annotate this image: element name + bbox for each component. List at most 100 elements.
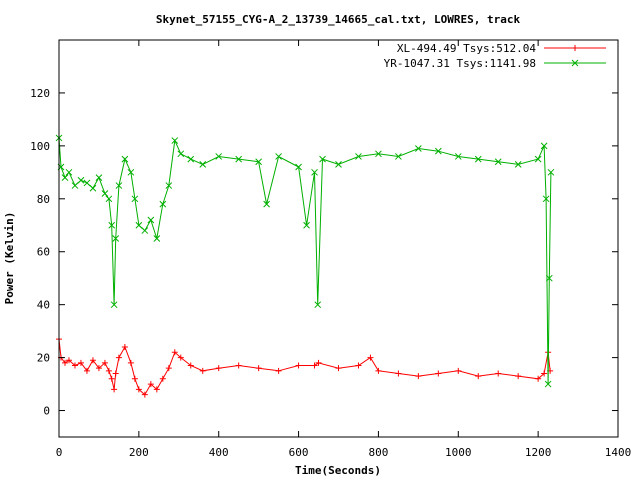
data-point (355, 153, 362, 160)
data-point (83, 367, 90, 374)
data-point (105, 367, 112, 374)
x-tick-label: 800 (368, 446, 388, 459)
legend-label-yr: YR-1047.31 Tsys:1141.98 (384, 57, 536, 70)
x-tick-label: 1400 (605, 446, 632, 459)
x-tick-label: 200 (129, 446, 149, 459)
data-point (263, 200, 270, 208)
data-point (215, 153, 223, 160)
data-point (147, 381, 154, 388)
data-point (121, 155, 129, 163)
data-point (108, 375, 115, 382)
data-point (95, 365, 102, 372)
data-point (515, 373, 522, 380)
data-point (534, 155, 542, 163)
data-point (127, 168, 135, 176)
x-tick-label: 0 (56, 446, 63, 459)
data-point (455, 367, 462, 374)
data-point (121, 344, 128, 351)
series-1 (55, 134, 555, 388)
chart-title: Skynet_57155_CYG-A_2_13739_14665_cal.txt… (156, 13, 521, 26)
data-point (65, 357, 72, 364)
data-point (147, 216, 155, 224)
data-point (101, 190, 109, 197)
data-point (101, 359, 108, 366)
data-point (395, 153, 402, 160)
data-point (215, 365, 222, 372)
data-point (112, 235, 120, 242)
data-point (131, 195, 139, 203)
data-point (135, 386, 142, 393)
data-point (135, 221, 143, 229)
data-point (77, 176, 85, 184)
data-point (199, 367, 206, 374)
data-point (255, 158, 262, 166)
data-point (171, 349, 178, 356)
data-point (235, 362, 242, 369)
data-point (65, 168, 73, 176)
data-point (415, 145, 422, 152)
data-point (159, 375, 166, 382)
data-point (95, 174, 103, 181)
y-tick-label: 0 (43, 405, 50, 418)
data-point (165, 365, 172, 372)
data-point (295, 163, 302, 171)
data-point (311, 168, 318, 176)
series-layer (55, 134, 555, 398)
data-point (542, 195, 550, 203)
data-point (77, 359, 84, 366)
data-point (255, 365, 262, 372)
legend-marker (571, 59, 579, 67)
x-axis-label: Time(Seconds) (295, 464, 381, 477)
data-point (375, 367, 382, 374)
x-tick-label: 1000 (445, 446, 472, 459)
data-point (295, 362, 302, 369)
data-point (71, 182, 79, 189)
data-point (171, 137, 179, 144)
data-point (187, 155, 195, 163)
plot-frame (58, 39, 619, 438)
data-point (514, 161, 522, 168)
data-point (415, 373, 422, 380)
data-point (61, 359, 68, 366)
data-point (545, 274, 553, 282)
y-tick-label: 20 (37, 352, 50, 365)
data-point (127, 359, 134, 366)
data-point (494, 158, 502, 166)
legend: XL-494.49 Tsys:512.04 YR-1047.31 Tsys:11… (384, 42, 606, 70)
data-point (61, 174, 69, 181)
data-point (535, 375, 542, 382)
data-point (159, 200, 167, 208)
data-point (395, 370, 402, 377)
y-tick-label: 120 (30, 87, 50, 100)
data-point (544, 380, 552, 388)
data-point (235, 155, 243, 163)
data-point (474, 155, 482, 163)
data-point (115, 354, 122, 361)
data-point (495, 370, 502, 377)
data-point (141, 391, 148, 398)
x-tick-label: 1200 (525, 446, 552, 459)
data-point (275, 367, 282, 374)
data-point (131, 375, 138, 382)
data-point (83, 179, 91, 187)
data-point (435, 370, 442, 377)
data-point (153, 235, 161, 242)
y-axis-label: Power (Kelvin) (3, 212, 16, 305)
data-point (541, 370, 548, 377)
data-point (153, 386, 160, 393)
data-point (165, 182, 173, 189)
y-tick-label: 40 (37, 299, 50, 312)
data-point (475, 373, 482, 380)
data-point (177, 354, 184, 361)
data-point (89, 184, 97, 192)
data-point (110, 301, 118, 309)
data-point (177, 150, 185, 158)
y-tick-label: 100 (30, 140, 50, 153)
y-tick-label: 80 (37, 193, 50, 206)
data-point (303, 221, 310, 229)
legend-marker (572, 45, 578, 51)
data-point (335, 161, 342, 168)
data-point (375, 150, 382, 158)
series-line (58, 137, 552, 385)
